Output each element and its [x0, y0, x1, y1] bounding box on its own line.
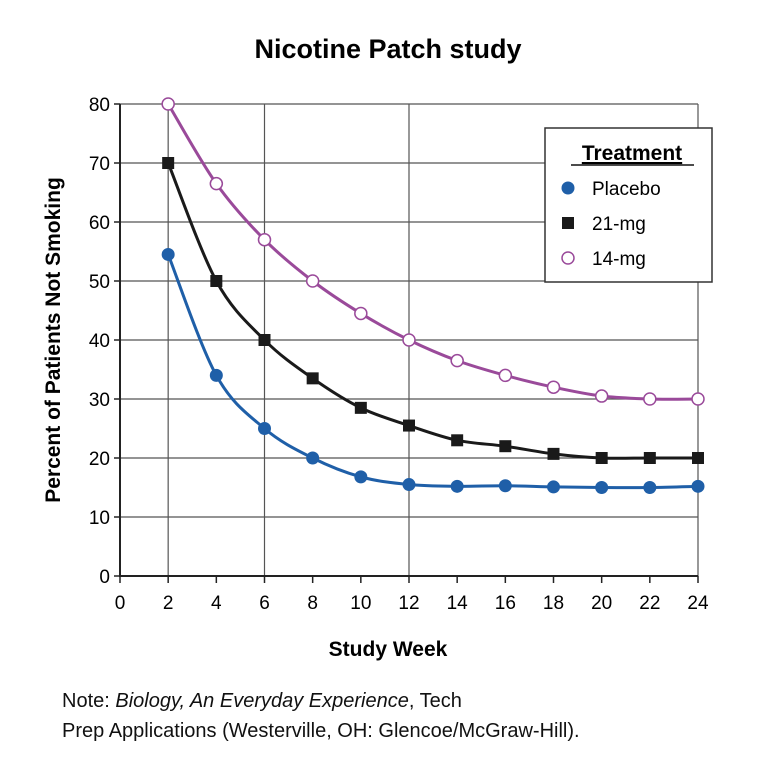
data-point-14-mg	[161, 97, 175, 111]
note-line2: Prep Applications (Westerville, OH: Glen…	[62, 720, 580, 742]
legend-marker-placebo	[561, 181, 575, 195]
note-rest: , Tech	[408, 690, 462, 712]
data-point-placebo	[306, 451, 320, 465]
y-tick-label: 70	[89, 154, 110, 175]
chart-title: Nicotine Patch study	[254, 34, 521, 64]
x-tick-label: 2	[163, 593, 174, 614]
data-point-14-mg	[257, 232, 272, 247]
data-point-placebo	[595, 481, 609, 494]
series-layer	[161, 97, 705, 494]
x-tick-label: 10	[350, 593, 371, 614]
legend: Treatment Placebo 21-mg 14-mg	[544, 127, 713, 283]
data-point-21-mg	[692, 452, 704, 464]
x-tick-label: 0	[115, 593, 126, 614]
data-point-placebo	[209, 368, 223, 382]
x-tick-label: 12	[398, 593, 419, 614]
x-tick-label: 8	[307, 593, 318, 614]
x-tick-label: 20	[591, 593, 612, 614]
data-point-placebo	[498, 479, 512, 493]
data-point-21-mg	[595, 452, 608, 464]
data-point-14-mg	[209, 176, 224, 191]
data-point-14-mg	[594, 389, 609, 403]
data-point-14-mg	[498, 368, 513, 383]
data-point-placebo	[402, 478, 416, 492]
data-point-14-mg	[643, 392, 657, 406]
series-14-mg	[161, 97, 705, 406]
x-tick-label: 24	[687, 593, 709, 614]
x-tick-label: 6	[259, 593, 270, 614]
y-axis-label: Percent of Patients Not Smoking	[42, 177, 65, 503]
y-tick-label: 10	[89, 508, 110, 529]
legend-marker-21-mg	[562, 217, 574, 229]
y-tick-label: 50	[89, 272, 110, 293]
legend-label-placebo: Placebo	[592, 179, 661, 200]
data-point-14-mg	[354, 306, 368, 321]
data-point-placebo	[547, 480, 560, 494]
note-prefix: Note:	[62, 690, 116, 712]
data-point-placebo	[161, 247, 175, 261]
note-book-title: Biology, An Everyday Experience	[115, 690, 409, 712]
x-tick-label: 4	[211, 593, 222, 614]
legend-label-21-mg: 21-mg	[592, 214, 646, 235]
y-tick-label: 0	[99, 567, 110, 588]
data-point-placebo	[258, 422, 271, 435]
data-point-21-mg	[354, 401, 367, 414]
data-point-14-mg	[691, 392, 705, 406]
data-point-21-mg	[643, 452, 656, 464]
data-point-21-mg	[451, 434, 464, 447]
data-point-14-mg	[305, 274, 320, 288]
data-point-14-mg	[402, 333, 416, 347]
y-tick-label: 30	[89, 390, 110, 411]
legend-label-14-mg: 14-mg	[592, 249, 646, 270]
data-point-21-mg	[403, 419, 415, 432]
data-point-placebo	[691, 479, 705, 493]
data-point-21-mg	[547, 447, 560, 460]
legend-marker-14-mg	[561, 251, 575, 265]
data-point-placebo	[354, 470, 368, 484]
data-point-21-mg	[210, 275, 223, 287]
x-tick-label: 16	[495, 593, 516, 614]
data-point-21-mg	[162, 157, 175, 169]
data-point-placebo	[450, 479, 464, 493]
y-tick-label: 20	[89, 449, 110, 470]
data-point-21-mg	[258, 334, 271, 346]
data-point-21-mg	[499, 440, 512, 453]
x-axis-label: Study Week	[329, 638, 448, 661]
legend-title: Treatment	[582, 142, 682, 165]
x-tick-label: 22	[639, 593, 660, 614]
series-21-mg	[162, 157, 704, 464]
y-tick-label: 80	[89, 95, 110, 116]
series-placebo	[161, 247, 705, 494]
data-point-14-mg	[450, 353, 464, 368]
source-note: Note: Biology, An Everyday Experience, T…	[62, 686, 580, 746]
data-point-placebo	[643, 481, 657, 494]
y-tick-label: 60	[89, 213, 110, 234]
y-tick-label: 40	[89, 331, 110, 352]
x-tick-label: 14	[447, 593, 469, 614]
data-point-14-mg	[546, 380, 561, 394]
series-line-placebo	[166, 253, 699, 490]
data-point-21-mg	[306, 372, 319, 385]
x-tick-label: 18	[543, 593, 564, 614]
